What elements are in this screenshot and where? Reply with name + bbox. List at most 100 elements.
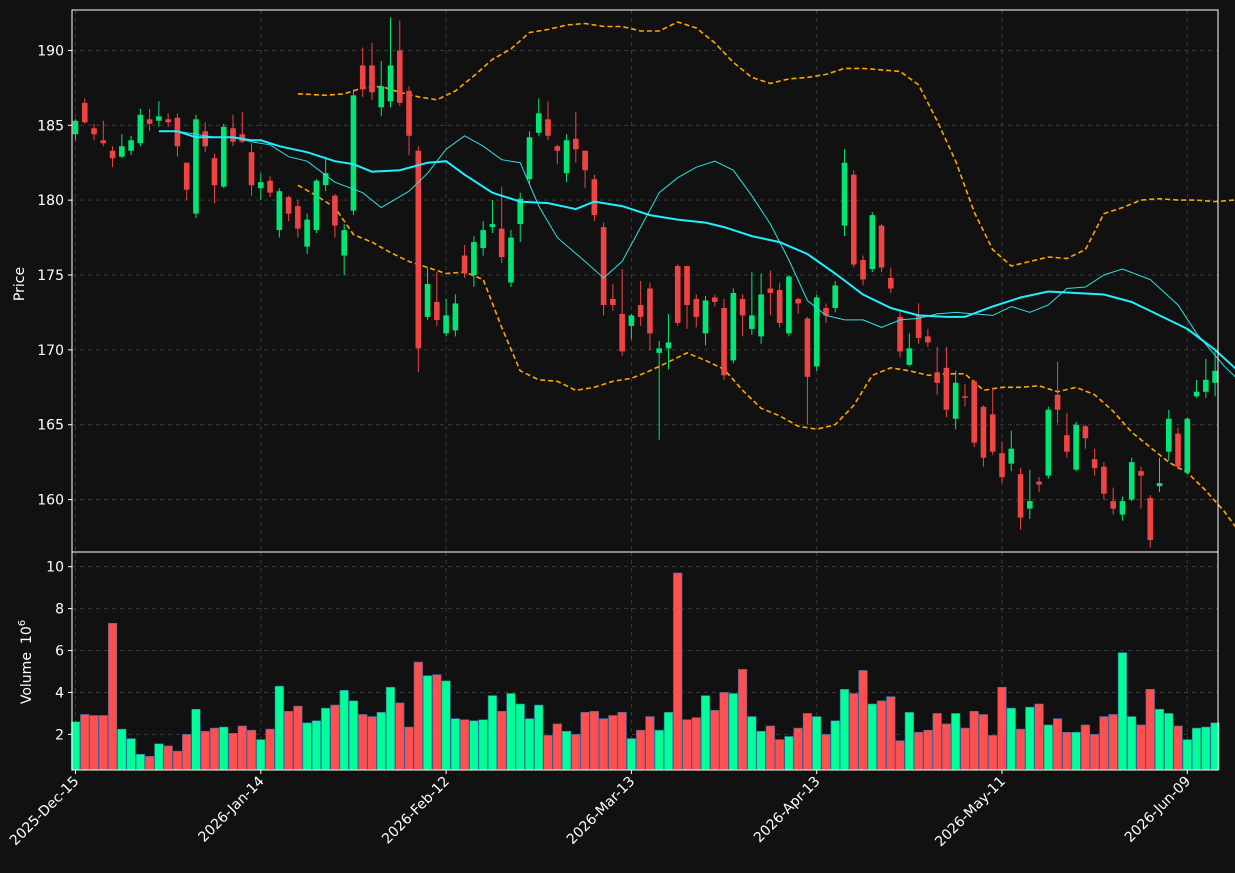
volume-bar xyxy=(812,716,822,771)
volume-bar xyxy=(1071,731,1081,771)
candle-body xyxy=(81,102,88,123)
candle-body xyxy=(146,119,153,124)
candle-body xyxy=(684,266,690,305)
candle-body xyxy=(1147,498,1154,541)
volume-bar xyxy=(682,719,692,771)
volume-bar xyxy=(543,735,553,771)
candle-body xyxy=(211,158,218,186)
volume-bar xyxy=(515,703,525,771)
volume-axis-label: Volume 106 xyxy=(17,620,35,704)
bollinger-bands xyxy=(297,21,1235,528)
volume-bar xyxy=(460,719,470,771)
volume-bar xyxy=(580,712,590,771)
volume-bar xyxy=(265,728,275,771)
candle-body xyxy=(452,303,459,331)
volume-bar xyxy=(830,720,840,771)
volume-bar xyxy=(274,685,284,771)
candle-body xyxy=(387,65,394,102)
volume-bar xyxy=(719,692,729,771)
volume-bar xyxy=(1034,703,1044,771)
volume-bar xyxy=(172,750,183,771)
candle-body xyxy=(267,180,273,193)
volume-bar xyxy=(487,695,498,771)
candle-body xyxy=(258,182,264,189)
volume-bar xyxy=(700,695,711,771)
volume-bar xyxy=(951,713,961,771)
candle-body xyxy=(91,128,97,135)
candle-body xyxy=(1073,424,1079,470)
candle-body xyxy=(406,90,412,136)
candle-body xyxy=(915,315,922,338)
volume-bar xyxy=(98,715,108,771)
volume-bar xyxy=(1117,652,1128,771)
candle-body xyxy=(962,396,968,398)
volume-bar xyxy=(1201,726,1211,771)
bollinger-upper-line xyxy=(297,21,1235,267)
candle-body xyxy=(888,278,894,289)
volume-bar xyxy=(432,674,442,771)
volume-bar xyxy=(988,735,998,771)
volume-bar xyxy=(886,696,896,771)
candle-body xyxy=(934,372,940,383)
candle-body xyxy=(535,113,542,133)
volume-bar xyxy=(978,714,989,771)
volume-bar xyxy=(552,723,562,771)
volume-bar xyxy=(246,729,257,771)
candle-body xyxy=(396,50,403,103)
candle-body xyxy=(758,294,764,337)
candle-body xyxy=(869,215,876,270)
candle-body xyxy=(813,297,820,367)
volume-bar xyxy=(1080,724,1090,771)
candle-body xyxy=(925,336,931,343)
volume-tick-label: 8 xyxy=(55,602,64,618)
volume-bar xyxy=(904,712,914,771)
volume-bar xyxy=(608,715,618,771)
candle-body xyxy=(415,150,422,349)
candle-body xyxy=(730,292,737,361)
volume-bar xyxy=(1182,739,1192,771)
volume-bar xyxy=(413,661,423,771)
price-tick-label: 170 xyxy=(37,343,64,359)
volume-bar xyxy=(209,727,220,771)
volume-axis-label-text: Volume xyxy=(19,652,35,704)
candle-body xyxy=(1156,483,1163,487)
candle-body xyxy=(156,116,162,121)
candle-body xyxy=(304,219,310,247)
candle-body xyxy=(341,230,347,256)
volume-bar xyxy=(1173,725,1183,771)
candle-body xyxy=(860,260,866,280)
volume-bar xyxy=(914,731,924,771)
volume-bar xyxy=(330,704,340,771)
candle-body xyxy=(721,307,727,376)
candle-body xyxy=(980,406,987,458)
volume-bar xyxy=(839,688,850,771)
volume-bar xyxy=(534,704,544,771)
candle-body xyxy=(100,140,107,144)
volume-bar xyxy=(228,733,238,771)
candle-body xyxy=(471,242,477,276)
candle-body xyxy=(591,179,598,216)
volume-bar xyxy=(163,745,173,771)
candle-body xyxy=(656,348,662,353)
volume-bar xyxy=(1191,727,1202,771)
candle-body xyxy=(276,191,283,231)
candle-body xyxy=(1138,471,1144,476)
candle-body xyxy=(220,126,227,187)
volume-bar xyxy=(339,690,349,771)
candle-body xyxy=(1110,501,1116,509)
volume-bar xyxy=(302,722,312,771)
candle-body xyxy=(183,162,190,190)
candle-body xyxy=(230,128,236,142)
volume-panel-frame xyxy=(71,551,1219,771)
volume-bar xyxy=(450,718,460,771)
volume-bar xyxy=(663,712,674,771)
volume-bar xyxy=(997,686,1007,771)
candle-body xyxy=(897,316,903,352)
candle-body xyxy=(1119,501,1126,515)
candle-body xyxy=(971,381,978,443)
candle-body xyxy=(1128,462,1135,500)
volume-bar xyxy=(858,670,868,771)
candle-body xyxy=(841,162,848,226)
candle-body xyxy=(1193,391,1200,397)
